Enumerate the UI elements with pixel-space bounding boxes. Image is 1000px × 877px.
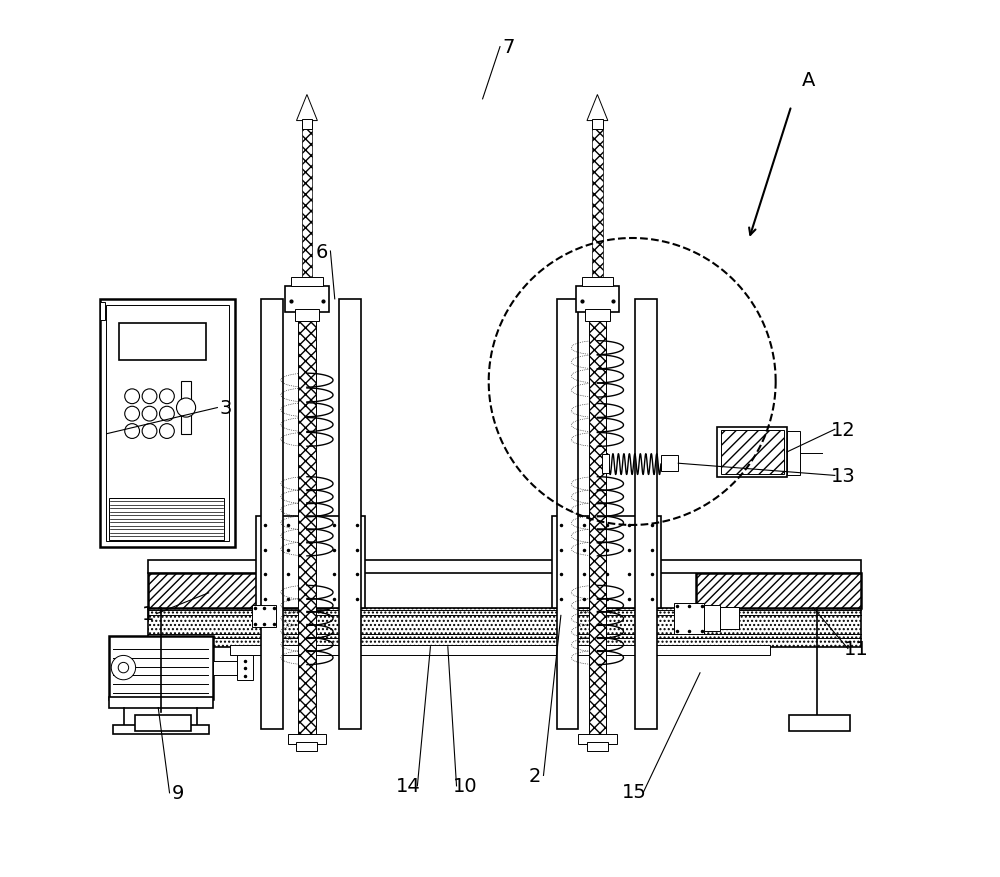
Bar — [789, 716, 850, 731]
Bar — [557, 300, 578, 730]
Bar — [285, 287, 329, 312]
Bar — [230, 645, 770, 656]
Bar — [578, 734, 617, 745]
Circle shape — [125, 407, 140, 422]
Bar — [592, 119, 603, 130]
Circle shape — [118, 663, 129, 673]
Text: 7: 7 — [503, 38, 515, 57]
Bar — [148, 560, 861, 574]
Bar — [148, 574, 326, 608]
Bar — [261, 300, 283, 730]
Text: 9: 9 — [172, 783, 184, 802]
Circle shape — [142, 424, 157, 438]
Bar — [291, 278, 323, 287]
Bar — [109, 697, 213, 708]
Circle shape — [160, 389, 174, 404]
Bar — [592, 121, 603, 287]
Bar — [302, 121, 312, 287]
Text: 11: 11 — [844, 639, 869, 659]
Circle shape — [160, 424, 174, 438]
Circle shape — [111, 656, 136, 680]
Bar — [109, 498, 224, 540]
Text: 3: 3 — [220, 399, 232, 417]
Bar — [602, 454, 609, 474]
Bar — [717, 427, 787, 478]
Bar — [635, 300, 657, 730]
Bar — [552, 517, 661, 608]
Text: 15: 15 — [622, 782, 647, 802]
Text: 1: 1 — [142, 604, 154, 624]
Bar — [585, 310, 610, 321]
Circle shape — [142, 389, 157, 404]
Bar — [252, 605, 276, 627]
Bar — [109, 637, 213, 699]
Bar — [674, 603, 704, 634]
Bar — [787, 431, 800, 475]
Text: 6: 6 — [316, 242, 328, 261]
Bar — [288, 734, 326, 745]
Bar — [296, 743, 317, 752]
Bar — [148, 608, 861, 647]
Bar — [576, 287, 619, 312]
Bar — [298, 287, 316, 738]
Bar — [582, 278, 613, 287]
Bar — [213, 661, 237, 674]
Bar — [181, 382, 191, 434]
Bar — [100, 300, 235, 547]
Bar — [256, 517, 365, 608]
Bar — [589, 287, 606, 738]
Bar — [119, 324, 206, 360]
Text: A: A — [802, 71, 815, 90]
Bar — [339, 300, 361, 730]
Bar — [295, 310, 319, 321]
Bar — [113, 725, 209, 734]
Bar — [237, 656, 253, 680]
Bar — [696, 574, 861, 608]
Circle shape — [160, 407, 174, 422]
Bar — [106, 305, 229, 541]
Circle shape — [142, 407, 157, 422]
Polygon shape — [587, 96, 608, 121]
Circle shape — [176, 398, 196, 417]
Bar — [720, 607, 739, 630]
Text: 12: 12 — [831, 420, 856, 439]
Bar — [302, 119, 312, 130]
Text: 14: 14 — [396, 776, 421, 795]
Bar — [135, 716, 191, 731]
Circle shape — [125, 389, 140, 404]
Text: 13: 13 — [831, 467, 856, 485]
Polygon shape — [296, 96, 317, 121]
Text: 10: 10 — [453, 776, 478, 795]
Circle shape — [125, 424, 140, 438]
Bar — [721, 431, 784, 474]
Bar — [661, 456, 678, 472]
Bar — [100, 303, 105, 320]
Bar — [704, 605, 720, 631]
Bar — [587, 743, 608, 752]
Text: 2: 2 — [529, 766, 541, 785]
